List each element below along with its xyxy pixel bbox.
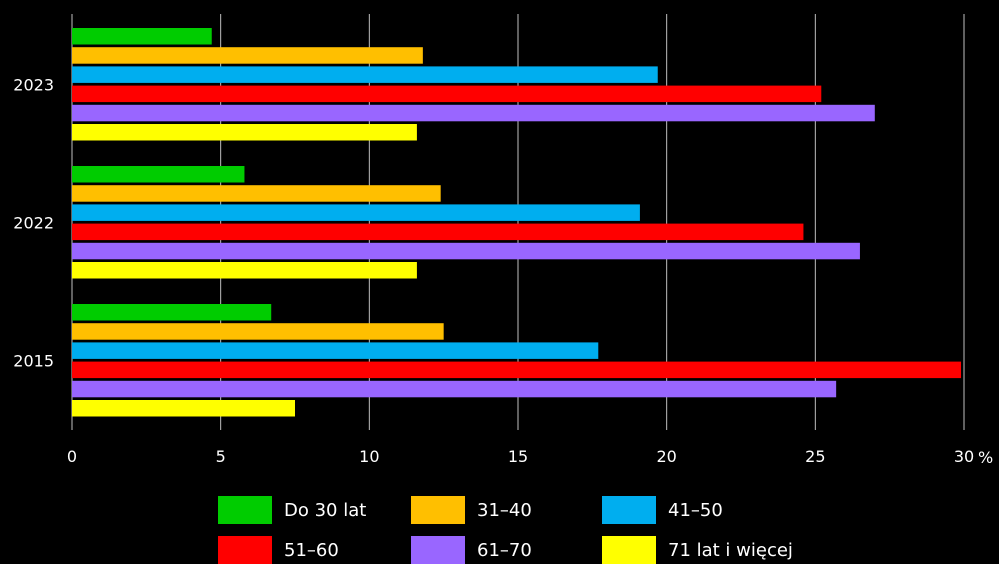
bar-2023-series-5 (72, 124, 417, 141)
legend-label: 71 lat i więcej (668, 539, 793, 561)
x-tick-label-30: 30 (954, 447, 974, 466)
bar-2015-series-4 (72, 380, 837, 398)
bar-2022-series-5 (72, 262, 417, 279)
legend-item-3: 51–60 (218, 536, 339, 564)
bar-2015-series-0 (72, 304, 272, 321)
bar-2023-series-4 (72, 104, 875, 122)
x-tick-label-0: 0 (67, 447, 77, 466)
bar-2022-series-1 (72, 185, 441, 202)
legend-item-5: 71 lat i więcej (602, 536, 793, 564)
legend-label: 61–70 (477, 539, 532, 561)
legend-swatch (602, 496, 656, 524)
bar-2015-series-5 (72, 400, 295, 417)
bar-2022-series-3 (72, 223, 804, 241)
legend-label: 31–40 (477, 499, 532, 521)
y-axis-tick-labels: 2023 2022 2015 (13, 75, 54, 370)
gridlines (71, 14, 965, 430)
bar-2022-series-0 (72, 166, 245, 183)
bar-2015-series-3 (72, 361, 962, 379)
legend-swatch (218, 536, 272, 564)
legend: Do 30 lat 31–40 41–50 51–60 61–70 71 lat i wi… (218, 496, 858, 564)
y-tick-label-2022: 2022 (13, 213, 54, 232)
bar-2015-series-2 (72, 342, 599, 359)
x-tick-label-5: 5 (216, 447, 226, 466)
bar-2023-series-0 (72, 28, 212, 45)
bar-2023-series-2 (72, 66, 658, 83)
x-tick-label-25: 25 (805, 447, 825, 466)
bars (72, 28, 962, 417)
legend-label: 41–50 (668, 499, 723, 521)
legend-item-4: 61–70 (411, 536, 532, 564)
x-tick-label-15: 15 (508, 447, 528, 466)
bar-2022-series-4 (72, 242, 860, 260)
y-tick-label-2023: 2023 (13, 75, 54, 94)
y-tick-label-2015: 2015 (13, 351, 54, 370)
legend-item-1: 31–40 (411, 496, 532, 524)
bar-2022-series-2 (72, 204, 640, 221)
legend-item-0: Do 30 lat (218, 496, 366, 524)
x-tick-label-20: 20 (656, 447, 676, 466)
legend-item-2: 41–50 (602, 496, 723, 524)
bar-2023-series-3 (72, 85, 822, 103)
legend-swatch (218, 496, 272, 524)
x-axis-unit: % (978, 448, 993, 467)
x-axis-tick-labels: 0 5 10 15 20 25 30 (67, 447, 974, 466)
legend-swatch (411, 536, 465, 564)
legend-swatch (411, 496, 465, 524)
legend-swatch (602, 536, 656, 564)
x-tick-label-10: 10 (359, 447, 379, 466)
legend-label: Do 30 lat (284, 499, 367, 521)
legend-label: 51–60 (284, 539, 339, 561)
bar-2015-series-1 (72, 323, 444, 340)
bar-2023-series-1 (72, 47, 423, 64)
